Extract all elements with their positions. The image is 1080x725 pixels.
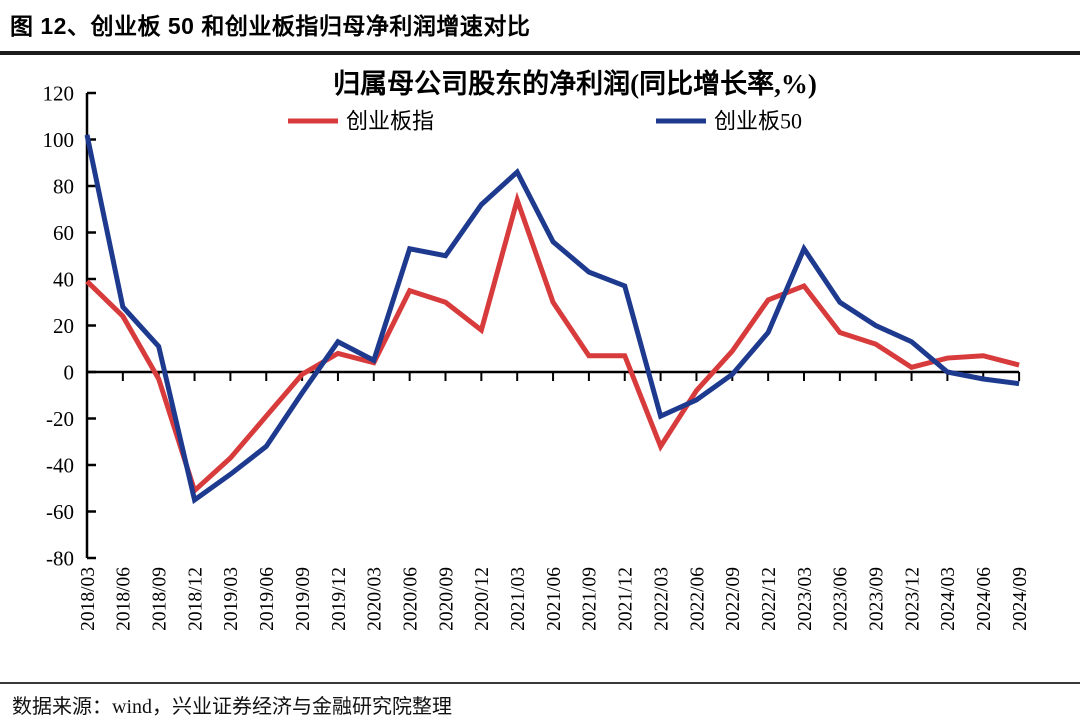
x-tick-label: 2018/09	[150, 567, 171, 631]
x-tick-label: 2021/06	[544, 567, 565, 631]
x-tick-label: 2020/09	[436, 567, 457, 631]
figure-title: 图 12、创业板 50 和创业板指归母净利润增速对比	[10, 13, 531, 39]
x-tick-label: 2023/12	[902, 567, 923, 631]
y-tick-label: -40	[46, 453, 74, 477]
series-line-创业板50	[84, 134, 1020, 505]
x-tick-label: 2020/12	[472, 567, 493, 631]
x-tick-label: 2020/06	[400, 567, 421, 631]
y-tick-label: -80	[46, 546, 74, 570]
x-tick-label: 2023/06	[831, 567, 852, 631]
x-tick-label: 2024/09	[1010, 567, 1031, 631]
x-tick-label: 2018/03	[78, 567, 99, 631]
chart-title: 归属母公司股东的净利润(同比增长率,%)	[333, 68, 817, 99]
x-tick-label: 2018/12	[185, 567, 206, 631]
x-tick-label: 2022/06	[687, 567, 708, 631]
y-tick-label: -60	[46, 500, 74, 524]
y-tick-label: -20	[46, 407, 74, 431]
x-tick-label: 2021/12	[616, 567, 637, 631]
x-tick-label: 2022/12	[759, 567, 780, 631]
y-tick-label: 80	[53, 174, 74, 198]
chart-area: 归属母公司股东的净利润(同比增长率,%) 创业板指 创业板50 120 100 80 60 4…	[0, 55, 1080, 687]
x-tick-label: 2020/03	[365, 567, 386, 631]
x-tick-label: 2018/06	[114, 567, 135, 631]
x-tick-label: 2021/09	[580, 567, 601, 631]
y-tick-label: 40	[53, 267, 74, 291]
figure-header: 图 12、创业板 50 和创业板指归母净利润增速对比	[0, 0, 1080, 46]
x-tick-label: 2019/09	[293, 567, 314, 631]
legend-label: 创业板指	[346, 109, 434, 134]
x-tick-label: 2019/12	[329, 567, 350, 631]
x-tick-label: 2022/09	[723, 567, 744, 631]
y-tick-label: 0	[64, 360, 75, 384]
y-tick-label: 60	[53, 221, 74, 245]
x-tick-label: 2024/03	[938, 567, 959, 631]
series-line-创业板指	[85, 191, 1020, 496]
x-tick-label: 2021/03	[508, 567, 529, 631]
profit-growth-line-chart: 归属母公司股东的净利润(同比增长率,%) 创业板指 创业板50 120 100 80 60 4…	[43, 68, 1031, 631]
x-tick-label: 2019/06	[257, 567, 278, 631]
legend-label: 创业板50	[714, 109, 802, 134]
figure-footer: 数据来源：wind，兴业证券经济与金融研究院整理	[0, 682, 1080, 719]
y-tick-label: 20	[53, 314, 74, 338]
x-tick-label: 2019/03	[221, 567, 242, 631]
x-tick-label: 2024/06	[974, 567, 995, 631]
footer-divider	[0, 682, 1080, 684]
y-tick-label: 100	[43, 128, 75, 152]
data-source-text: 数据来源：wind，兴业证券经济与金融研究院整理	[12, 696, 452, 718]
y-tick-label: 120	[43, 81, 75, 105]
x-tick-label: 2022/03	[651, 567, 672, 631]
x-tick-label: 2023/03	[795, 567, 816, 631]
x-tick-label: 2023/09	[867, 567, 888, 631]
header-divider	[0, 51, 1080, 55]
